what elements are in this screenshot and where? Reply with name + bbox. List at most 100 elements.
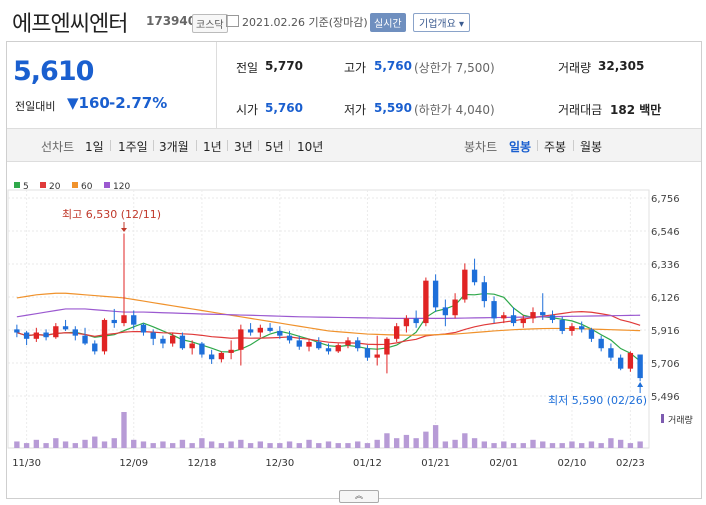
max-arrow-head	[120, 228, 127, 232]
company-info-dropdown[interactable]: 기업개요 ▾	[413, 13, 470, 32]
volume-bar	[23, 443, 30, 448]
volume-bar	[218, 443, 225, 448]
y-tick-label: 6,546	[651, 227, 680, 238]
volume-legend-swatch	[661, 414, 664, 423]
candle-monthly[interactable]: 월봉	[580, 140, 603, 154]
candle-body	[462, 269, 468, 300]
candle-body	[228, 349, 234, 353]
volume-bar	[101, 441, 108, 448]
legend-ma5: 5	[14, 182, 29, 192]
y-tick-label: 6,756	[651, 194, 680, 205]
volume-bar	[393, 438, 400, 448]
volume-bar	[364, 443, 371, 448]
x-tick-label: 12/09	[119, 458, 148, 469]
volume-bar	[267, 443, 273, 448]
divider	[537, 140, 538, 151]
max-annotation: 최고 6,530 (12/11)	[62, 208, 161, 221]
period-3m[interactable]: 3개월	[159, 140, 189, 154]
collapse-button[interactable]: ︽	[339, 490, 379, 503]
volume-bar	[14, 441, 20, 448]
candle-body	[189, 343, 195, 349]
legend-swatch	[72, 182, 78, 188]
candle-body	[598, 338, 604, 349]
volume-bar	[189, 443, 195, 448]
candle-body	[374, 354, 380, 358]
candle-body	[442, 307, 449, 316]
candle-body	[588, 329, 595, 339]
prev-value: 5,770	[265, 59, 303, 73]
volume-bar	[617, 439, 624, 448]
period-5y[interactable]: 5년	[265, 140, 284, 154]
period-1w[interactable]: 1주일	[118, 140, 148, 154]
volume-bar	[296, 443, 302, 448]
y-tick-label: 5,706	[651, 359, 680, 370]
legend-swatch	[104, 182, 110, 188]
candle-body	[384, 338, 390, 355]
volume-bar	[335, 443, 341, 448]
low-value: 5,590	[374, 101, 412, 115]
volume-bar	[306, 439, 312, 448]
volume-bar	[286, 441, 293, 448]
legend-label: 120	[113, 182, 131, 192]
divider	[289, 140, 290, 151]
x-tick-label: 01/12	[353, 458, 382, 469]
high-limit: (상한가 7,500)	[414, 61, 495, 75]
candle-body	[471, 269, 478, 283]
candle-body	[257, 327, 264, 333]
candle-body	[101, 319, 108, 352]
volume-bar	[170, 443, 176, 448]
volume-bar	[92, 436, 98, 448]
period-1d[interactable]: 1일	[85, 140, 104, 154]
candle-body	[325, 348, 332, 352]
candle-body	[247, 329, 254, 333]
volume-bar	[423, 431, 429, 448]
volume-bar	[627, 443, 634, 448]
period-3y[interactable]: 3년	[234, 140, 253, 154]
amount-value: 182 백만	[610, 103, 662, 117]
volume-bar	[43, 443, 49, 448]
amount-label: 거래대금	[558, 103, 603, 117]
candle-body	[393, 326, 400, 339]
candle-weekly[interactable]: 주봉	[544, 140, 567, 154]
market-badge: 코스닥	[192, 14, 228, 33]
volume-bar	[247, 443, 254, 448]
candle-body	[53, 326, 59, 338]
volume-bar	[559, 443, 565, 448]
candle-body	[481, 282, 487, 302]
candle-body	[617, 357, 624, 369]
volume-bar	[208, 441, 215, 448]
volume-bar	[355, 441, 361, 448]
period-1y[interactable]: 1년	[203, 140, 222, 154]
divider	[110, 140, 111, 151]
low-label: 저가	[344, 103, 367, 117]
volume-bar	[160, 441, 166, 448]
x-tick-label: 02/23	[616, 458, 645, 469]
candle-body	[150, 332, 156, 339]
period-10y[interactable]: 10년	[297, 140, 324, 154]
volume-bar	[540, 441, 546, 448]
prev-label: 전일	[236, 61, 259, 75]
volume-bar	[72, 443, 78, 448]
current-price: 5,610	[13, 56, 94, 87]
volume-axis-label: 거래량	[668, 414, 693, 426]
candle-daily[interactable]: 일봉	[509, 140, 532, 154]
volume-bar	[345, 443, 351, 448]
candle-body	[72, 329, 78, 336]
volume-bar	[325, 441, 332, 448]
candle-body	[33, 332, 40, 339]
line-chart-label: 선차트	[41, 140, 75, 154]
stock-code: 173940	[146, 14, 197, 28]
realtime-button[interactable]: 실시간	[370, 13, 406, 32]
divider	[7, 128, 701, 129]
volume-bar	[228, 441, 234, 448]
candle-body	[608, 348, 614, 358]
candle-body	[62, 326, 69, 330]
volume-label: 거래량	[558, 61, 592, 75]
legend-ma60: 60	[72, 182, 92, 192]
y-tick-label: 6,336	[651, 260, 680, 271]
candle-body	[355, 340, 361, 349]
legend-label: 60	[81, 182, 93, 192]
price-change: ▼160	[67, 94, 110, 112]
y-tick-label: 6,126	[651, 293, 680, 304]
